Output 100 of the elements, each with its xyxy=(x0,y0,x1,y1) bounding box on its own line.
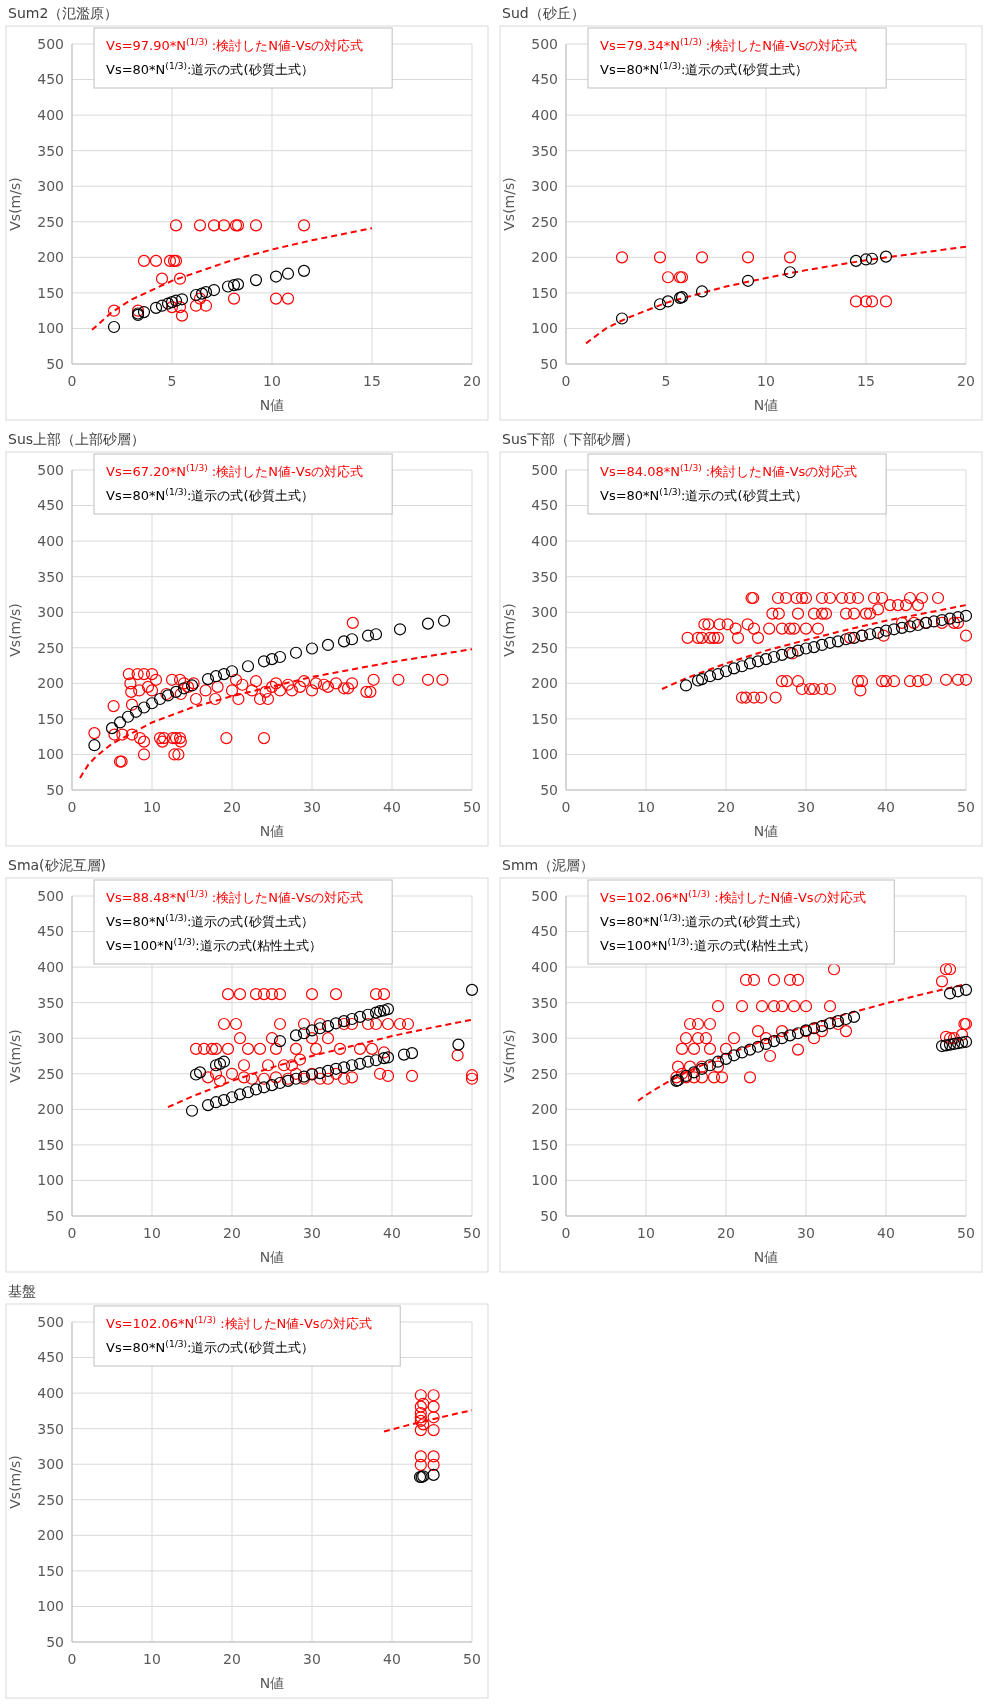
point xyxy=(887,623,901,636)
point xyxy=(807,1032,821,1045)
point xyxy=(751,1040,765,1053)
x-tick-label: 30 xyxy=(303,799,321,815)
chart-title: Sum2（氾濫原） xyxy=(8,5,119,21)
point xyxy=(155,272,169,285)
y-tick-label: 300 xyxy=(37,1030,64,1047)
point xyxy=(839,1012,853,1026)
point xyxy=(297,219,311,232)
point xyxy=(414,1389,427,1402)
point xyxy=(337,1061,351,1074)
point xyxy=(719,665,733,678)
x-tick-label: 40 xyxy=(877,799,895,815)
y-tick-label: 400 xyxy=(531,533,558,550)
x-tick-label: 20 xyxy=(717,1225,735,1241)
point xyxy=(189,288,203,302)
y-tick-label: 350 xyxy=(531,994,558,1011)
y-tick-label: 350 xyxy=(531,142,558,159)
x-tick-label: 10 xyxy=(143,1651,161,1667)
point xyxy=(955,1028,969,1041)
y-tick-label: 500 xyxy=(37,887,64,904)
point xyxy=(653,298,667,311)
annotation: Vs=100*N$^{(1/3)}$:道示の式(粘性土式） xyxy=(106,937,322,953)
point xyxy=(177,682,191,695)
point xyxy=(241,1086,255,1099)
point xyxy=(727,1032,741,1045)
point xyxy=(711,1060,725,1073)
point xyxy=(849,254,863,267)
point xyxy=(775,1032,789,1045)
y-tick-label: 400 xyxy=(37,1385,64,1402)
point xyxy=(329,1062,343,1075)
x-tick-label: 15 xyxy=(363,373,381,389)
point xyxy=(213,1057,227,1070)
point xyxy=(137,305,151,319)
point xyxy=(175,293,189,306)
point xyxy=(393,623,407,636)
y-axis-title: Vs(m/s) xyxy=(7,1029,23,1083)
point xyxy=(751,1025,765,1038)
annotation: Vs=80*N$^{(1/3)}$:道示の式(砂質土式） xyxy=(600,913,808,929)
x-tick-label: 0 xyxy=(67,799,77,815)
point xyxy=(763,1049,777,1063)
point xyxy=(257,1081,271,1094)
point xyxy=(107,304,121,317)
y-tick-label: 250 xyxy=(531,213,558,230)
y-tick-label: 400 xyxy=(531,107,558,124)
x-tick-label: 50 xyxy=(463,1651,481,1667)
point xyxy=(405,1047,419,1060)
point xyxy=(615,312,629,325)
y-tick-label: 200 xyxy=(531,1101,558,1118)
point xyxy=(767,1000,781,1013)
point xyxy=(321,1020,335,1033)
point xyxy=(935,1039,949,1053)
point xyxy=(951,611,965,624)
point xyxy=(321,1064,335,1078)
point xyxy=(847,631,861,644)
y-tick-label: 100 xyxy=(531,320,558,337)
chart-title: Sud（砂丘） xyxy=(502,5,585,21)
point xyxy=(687,1066,701,1079)
x-tick-label: 30 xyxy=(797,799,815,815)
chart-title: 基盤 xyxy=(8,1283,36,1299)
point xyxy=(871,626,885,639)
point xyxy=(823,636,837,649)
point xyxy=(297,1027,311,1040)
x-tick-label: 40 xyxy=(383,1225,401,1241)
point xyxy=(895,621,909,634)
y-tick-label: 150 xyxy=(531,284,558,301)
text: Vs=80*N$^{(1/3)}$:道示の式(砂質土式） xyxy=(106,1339,314,1355)
y-tick-label: 500 xyxy=(37,35,64,52)
point xyxy=(269,270,283,283)
point xyxy=(839,633,853,646)
y-axis-title: Vs(m/s) xyxy=(7,603,23,657)
point xyxy=(265,1079,279,1092)
text: Vs=80*N$^{(1/3)}$:道示の式(砂質土式） xyxy=(600,487,808,503)
point xyxy=(911,618,925,632)
point xyxy=(699,1032,713,1045)
y-tick-label: 50 xyxy=(46,355,64,372)
point xyxy=(185,1104,199,1117)
point xyxy=(289,646,303,659)
point xyxy=(687,1042,701,1055)
text: Vs=80*N$^{(1/3)}$:道示の式(砂質土式） xyxy=(600,61,808,77)
point xyxy=(173,301,187,314)
point xyxy=(865,295,879,308)
point xyxy=(955,1036,969,1049)
point xyxy=(129,705,143,718)
point xyxy=(783,251,797,264)
point xyxy=(369,1006,383,1019)
point xyxy=(369,628,383,641)
text: Vs=102.06*N$^{(1/3)}$ :検討したN値-Vsの対応式 xyxy=(600,889,866,905)
point xyxy=(345,633,359,646)
point xyxy=(935,975,949,988)
point xyxy=(289,1072,303,1085)
y-tick-label: 50 xyxy=(46,1633,64,1650)
point xyxy=(783,1029,797,1042)
x-tick-label: 30 xyxy=(303,1225,321,1241)
annotation: Vs=80*N$^{(1/3)}$:道示の式(砂質土式） xyxy=(106,913,314,929)
point xyxy=(313,1066,327,1080)
point xyxy=(465,983,479,996)
point xyxy=(671,1060,685,1073)
x-axis-title: N値 xyxy=(753,1249,779,1265)
point xyxy=(345,1059,359,1072)
